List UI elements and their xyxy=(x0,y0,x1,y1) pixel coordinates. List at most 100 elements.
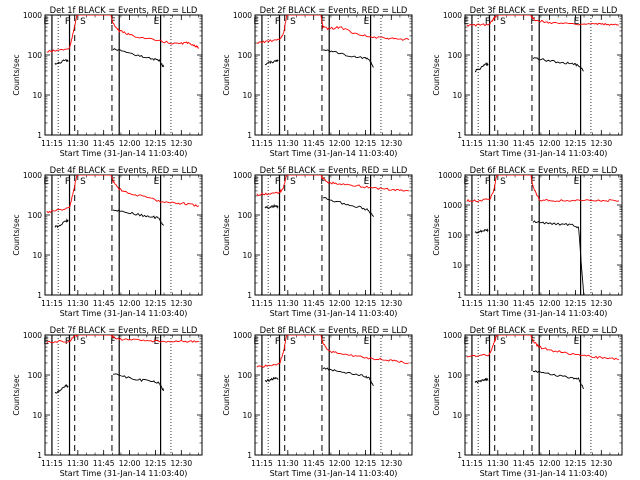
y-axis-label: Counts/sec xyxy=(222,214,231,255)
panel-det-4: Det 4f BLACK = Events, RED = LLD 1 10 100 10… xyxy=(12,165,203,318)
x-tick-label: 11:15 xyxy=(251,299,273,308)
x-tick-label: 12:15 xyxy=(565,459,587,468)
y-tick-label: 1 xyxy=(457,131,462,140)
y-tick-label: 1000 xyxy=(233,11,252,20)
series-line-events xyxy=(264,197,375,218)
y-tick-label: 10 xyxy=(32,411,42,420)
region-label: E xyxy=(463,17,469,27)
x-tick-label: 12:15 xyxy=(565,299,587,308)
x-axis-label: Start Time (31-Jan-14 11:03:40) xyxy=(60,309,188,318)
panel-det-3: Det 3f BLACK = Events, RED = LLD 1 10 100 10… xyxy=(432,5,623,158)
region-label: E xyxy=(43,337,49,347)
region-label: S xyxy=(290,17,296,27)
y-tick-label: 1000 xyxy=(443,331,462,340)
y-tick-label: 1 xyxy=(37,131,42,140)
x-tick-label: 12:00 xyxy=(539,139,561,148)
region-label: E xyxy=(253,17,259,27)
plot-frame xyxy=(254,174,413,296)
x-axis-label: Start Time (31-Jan-14 11:03:40) xyxy=(480,309,608,318)
y-tick-label: 100 xyxy=(28,211,43,220)
x-tick-label: 12:30 xyxy=(590,459,612,468)
region-label: E xyxy=(154,17,160,27)
x-tick-label: 11:15 xyxy=(41,299,63,308)
x-tick-label: 11:30 xyxy=(277,299,299,308)
region-label: F xyxy=(320,177,325,187)
region-label: S xyxy=(80,337,86,347)
series-line-lld xyxy=(46,15,200,53)
panel-det-5: Det 5f BLACK = Events, RED = LLD 1 10 100 10… xyxy=(222,165,413,318)
series-line-events xyxy=(264,49,374,68)
series-line-lld xyxy=(466,175,620,203)
series-line-events xyxy=(474,220,585,295)
panel-det-7: Det 7f BLACK = Events, RED = LLD 1 10 100 10… xyxy=(12,325,203,478)
region-label: F xyxy=(65,17,70,27)
y-axis-label: Counts/sec xyxy=(12,374,21,415)
region-label: F xyxy=(275,337,280,347)
series-line-lld xyxy=(256,175,409,197)
series-line-events xyxy=(54,48,165,68)
x-tick-label: 11:30 xyxy=(67,139,89,148)
region-label: E xyxy=(154,177,160,187)
x-tick-label: 12:15 xyxy=(565,139,587,148)
region-label: E xyxy=(364,17,370,27)
region-label: E xyxy=(574,177,580,187)
x-axis-label: Start Time (31-Jan-14 11:03:40) xyxy=(60,149,188,158)
x-tick-label: 12:15 xyxy=(355,459,377,468)
y-tick-label: 1000 xyxy=(443,11,462,20)
region-label: E xyxy=(154,337,160,347)
y-tick-label: 1 xyxy=(37,291,42,300)
x-tick-label: 11:15 xyxy=(41,459,63,468)
panel-det-6: Det 6f BLACK = Events, RED = LLD 1 10 100 10… xyxy=(432,165,623,318)
x-tick-label: 11:45 xyxy=(303,139,325,148)
x-tick-label: 11:45 xyxy=(93,299,115,308)
y-tick-label: 10 xyxy=(242,411,252,420)
region-label: E xyxy=(463,177,469,187)
x-tick-label: 11:45 xyxy=(303,299,325,308)
panel-title: Det 4f BLACK = Events, RED = LLD xyxy=(50,165,198,175)
region-label: F xyxy=(275,17,280,27)
region-label: F xyxy=(530,177,535,187)
y-tick-label: 100 xyxy=(448,51,463,60)
y-tick-label: 10 xyxy=(452,261,462,270)
y-tick-label: 1000 xyxy=(233,171,252,180)
series-line-events xyxy=(474,57,584,73)
region-label: F xyxy=(275,177,280,187)
y-tick-label: 100 xyxy=(28,371,43,380)
series-line-lld xyxy=(46,335,200,344)
y-tick-label: 1 xyxy=(457,451,462,460)
region-label: F xyxy=(485,17,490,27)
y-axis-label: Counts/sec xyxy=(222,54,231,95)
y-tick-label: 1 xyxy=(37,451,42,460)
x-tick-label: 11:15 xyxy=(41,139,63,148)
series-line-events xyxy=(264,367,374,386)
region-label: S xyxy=(80,177,86,187)
x-axis-label: Start Time (31-Jan-14 11:03:40) xyxy=(270,469,398,478)
y-axis-label: Counts/sec xyxy=(222,374,231,415)
x-tick-label: 12:00 xyxy=(539,459,561,468)
panel-det-2: Det 2f BLACK = Events, RED = LLD 1 10 100 10… xyxy=(222,5,413,158)
region-label: S xyxy=(500,17,506,27)
y-tick-label: 100 xyxy=(238,211,253,220)
region-label: F xyxy=(320,17,325,27)
series-line-lld xyxy=(466,335,620,361)
x-tick-label: 11:30 xyxy=(67,299,89,308)
x-tick-label: 12:15 xyxy=(145,139,167,148)
y-tick-label: 1000 xyxy=(443,201,462,210)
y-tick-label: 10 xyxy=(242,91,252,100)
panel-title: Det 5f BLACK = Events, RED = LLD xyxy=(260,165,408,175)
x-tick-label: 12:15 xyxy=(145,459,167,468)
x-tick-label: 12:00 xyxy=(329,299,351,308)
y-tick-label: 100 xyxy=(448,231,463,240)
y-tick-label: 100 xyxy=(238,371,253,380)
y-tick-label: 1 xyxy=(247,451,252,460)
x-tick-label: 12:30 xyxy=(380,139,402,148)
region-label: E xyxy=(43,177,49,187)
x-tick-label: 12:30 xyxy=(590,139,612,148)
region-label: F xyxy=(110,337,115,347)
x-tick-label: 11:45 xyxy=(513,459,535,468)
x-tick-label: 11:30 xyxy=(67,459,89,468)
y-tick-label: 100 xyxy=(448,371,463,380)
x-axis-label: Start Time (31-Jan-14 11:03:40) xyxy=(270,149,398,158)
x-axis-label: Start Time (31-Jan-14 11:03:40) xyxy=(270,309,398,318)
panel-title: Det 2f BLACK = Events, RED = LLD xyxy=(260,5,408,15)
